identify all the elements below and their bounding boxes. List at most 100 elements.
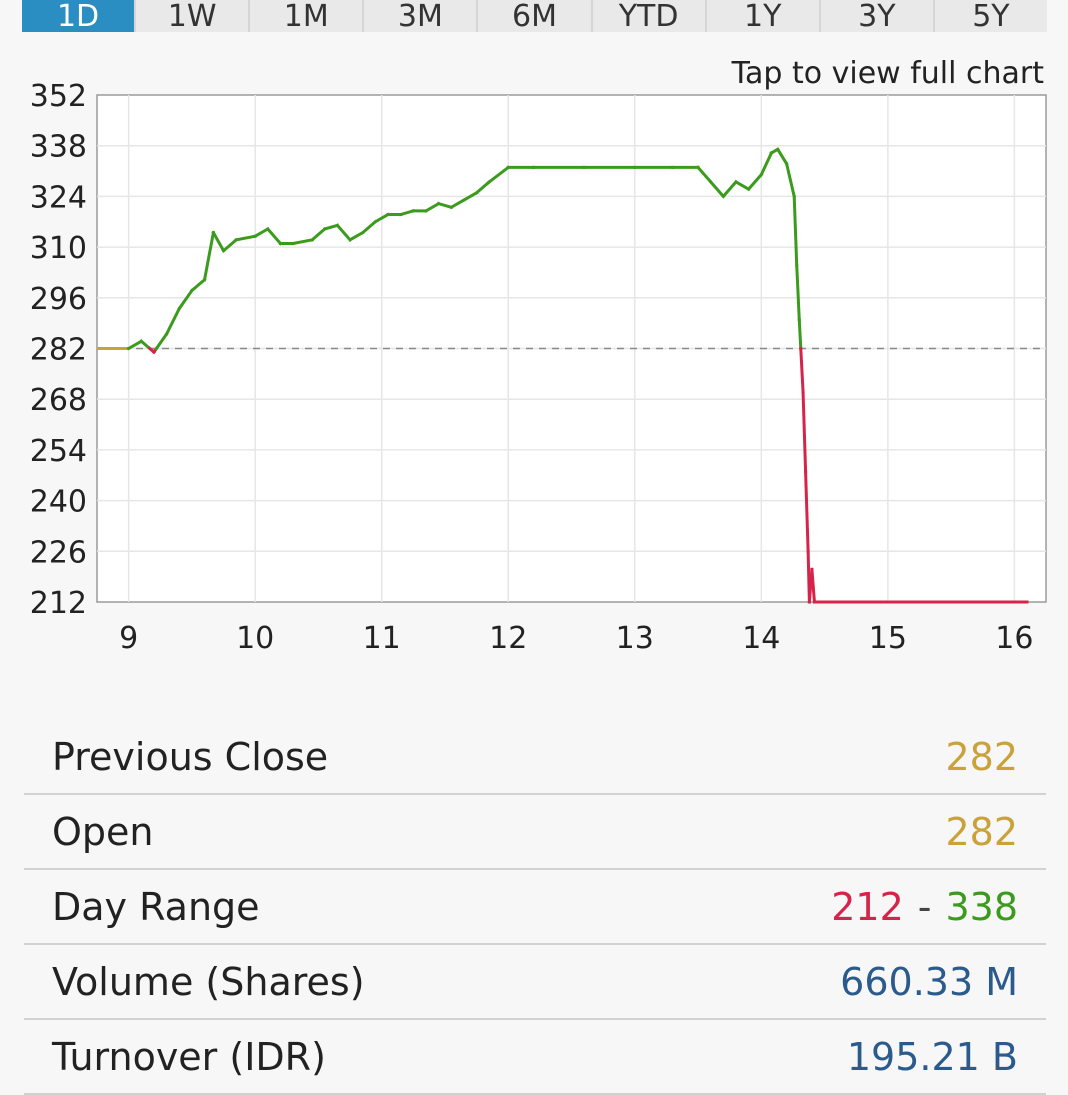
price-segment: [154, 331, 169, 351]
price-segment: [335, 223, 353, 242]
price-segment: [211, 230, 226, 253]
day-range-value: 212-338: [831, 885, 1046, 929]
day-range-separator: -: [917, 884, 932, 929]
tab-label: 3Y: [858, 0, 896, 32]
price-segment: [799, 346, 805, 394]
x-tick-label: 11: [363, 621, 401, 656]
price-chart[interactable]: 352 338 324 310 296 282 268 254 240 226 212 9 10 11 12…: [0, 0, 1068, 700]
tab-label: 3M: [397, 0, 443, 32]
day-range-label: Day Range: [52, 884, 260, 929]
previous-close-label: Previous Close: [52, 734, 329, 779]
price-segment: [309, 226, 327, 242]
tab-label: 1Y: [744, 0, 782, 32]
price-segment: [373, 212, 391, 224]
x-tick-label: 13: [616, 621, 654, 656]
price-segment: [449, 197, 466, 210]
price-segment: [291, 238, 314, 246]
y-tick-label: 324: [30, 180, 87, 215]
volume-row: Volume (Shares) 660.33 M: [24, 945, 1046, 1020]
price-segment: [797, 317, 803, 351]
day-range-low: 212: [831, 884, 904, 929]
price-segment: [253, 226, 270, 239]
turnover-label: Turnover (IDR): [52, 1034, 326, 1079]
x-tick-label: 10: [236, 621, 274, 656]
tab-3m[interactable]: 3M: [364, 0, 479, 32]
turnover-row: Turnover (IDR) 195.21 B: [24, 1020, 1046, 1095]
price-segment: [164, 306, 182, 337]
y-tick-label: 282: [30, 333, 87, 368]
tab-label: 1W: [167, 0, 217, 32]
x-tick-label: 16: [995, 621, 1033, 656]
price-segment: [436, 201, 454, 210]
period-tabs: 1D 1W 1M 3M 6M YTD 1Y 3Y 5Y: [22, 0, 1047, 32]
tab-label: 6M: [512, 0, 557, 32]
price-segment: [474, 179, 492, 195]
y-tick-label: 212: [30, 586, 87, 621]
x-tick-label: 9: [119, 621, 138, 656]
tab-5y[interactable]: 5Y: [934, 0, 1047, 32]
tab-label: YTD: [618, 0, 679, 32]
price-segment: [461, 190, 479, 203]
price-segment: [759, 150, 774, 177]
x-tick-label: 12: [489, 621, 527, 656]
price-segment: [695, 165, 713, 185]
x-tick-label: 14: [742, 621, 780, 656]
tab-ytd[interactable]: YTD: [592, 0, 707, 32]
tab-1d[interactable]: 1D: [22, 0, 137, 32]
price-segment: [708, 179, 726, 199]
price-segment: [221, 237, 239, 253]
price-segment: [801, 390, 808, 474]
y-tick-label: 338: [30, 130, 87, 165]
stats-list: Previous Close 282 Open 282 Day Range 21…: [24, 720, 1046, 1095]
y-tick-label: 240: [30, 485, 87, 520]
tab-label: 1D: [56, 0, 100, 32]
price-segment: [234, 234, 257, 242]
price-segment: [804, 470, 810, 553]
price-segment: [177, 288, 194, 311]
volume-value: 660.33 M: [840, 959, 1018, 1004]
y-tick-label: 352: [30, 79, 87, 114]
open-label: Open: [52, 809, 154, 854]
y-tick-label: 268: [30, 383, 87, 418]
tab-label: 5Y: [972, 0, 1010, 32]
price-segment: [775, 147, 789, 166]
previous-close-row: Previous Close 282: [24, 720, 1046, 795]
y-tick-label: 296: [30, 282, 87, 317]
tab-1m[interactable]: 1M: [250, 0, 365, 32]
tab-1w[interactable]: 1W: [136, 0, 251, 32]
price-segment: [189, 277, 207, 293]
tap-to-view-full-chart[interactable]: Tap to view full chart: [731, 56, 1044, 91]
x-tick-label: 15: [869, 621, 907, 656]
price-segment: [784, 162, 796, 199]
y-tick-label: 310: [30, 231, 87, 266]
price-segment: [265, 226, 283, 246]
y-tick-label: 226: [30, 535, 87, 570]
price-segment: [487, 165, 511, 185]
price-segment: [360, 219, 378, 235]
y-tick-label: 254: [30, 434, 87, 469]
turnover-value: 195.21 B: [846, 1034, 1018, 1079]
open-row: Open 282: [24, 795, 1046, 870]
price-segment: [139, 339, 152, 351]
tab-6m[interactable]: 6M: [478, 0, 593, 32]
price-segment: [795, 263, 801, 322]
price-segment: [792, 194, 799, 267]
tab-3y[interactable]: 3Y: [820, 0, 935, 32]
price-segment: [810, 567, 817, 604]
tab-1y[interactable]: 1Y: [706, 0, 821, 32]
day-range-row: Day Range 212-338: [24, 870, 1046, 945]
day-range-high: 338: [945, 884, 1018, 929]
volume-label: Volume (Shares): [52, 959, 365, 1004]
price-segment: [126, 339, 144, 351]
price-segment: [398, 209, 416, 217]
previous-close-value: 282: [945, 734, 1018, 779]
open-value: 282: [945, 809, 1018, 854]
price-segment: [746, 172, 764, 192]
price-segment: [202, 230, 216, 282]
price-segment: [348, 230, 365, 242]
price-segment: [423, 201, 441, 213]
price-segment: [721, 179, 739, 199]
tab-label: 1M: [283, 0, 329, 32]
price-segment: [322, 223, 340, 231]
price-segment: [733, 179, 751, 192]
